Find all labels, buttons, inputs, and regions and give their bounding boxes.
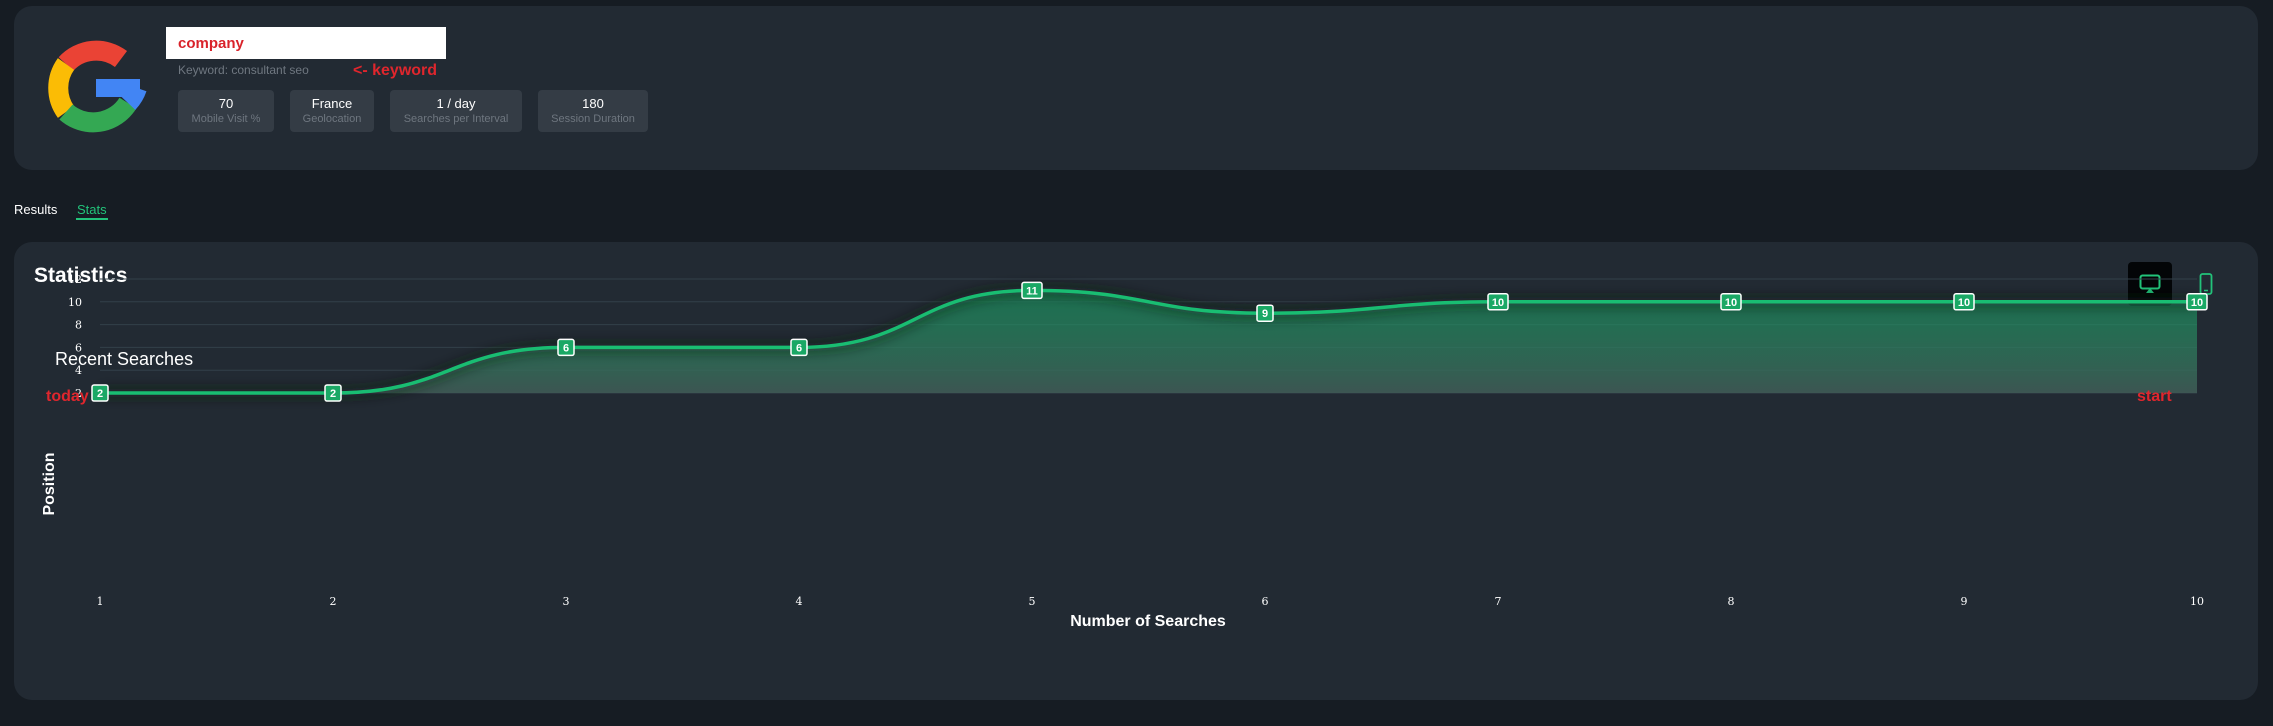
y-tick-label: 8 (75, 319, 82, 332)
google-logo-icon (44, 36, 148, 140)
x-tick-label: 10 (2190, 595, 2204, 608)
x-tick-label: 9 (1961, 595, 1968, 608)
metric-label: Mobile Visit % (191, 113, 261, 125)
keyword-annotation: <- keyword (353, 62, 438, 79)
metric-session-duration: 180 Session Duration (538, 90, 648, 132)
metric-geolocation: France Geolocation (290, 90, 374, 132)
chart-title: Recent Searches (55, 349, 194, 369)
svg-text:6: 6 (796, 342, 802, 354)
y-tick-label: 10 (68, 296, 82, 309)
tab-stats[interactable]: Stats (77, 202, 107, 217)
metric-label: Searches per Interval (403, 113, 509, 125)
metric-value: 70 (218, 96, 234, 111)
x-tick-label: 6 (1262, 595, 1269, 608)
company-value: company (178, 34, 244, 52)
keyword-label: Keyword: consultant seo (178, 63, 309, 77)
data-label: 6 (557, 338, 575, 357)
data-label: 11 (1021, 281, 1043, 300)
y-tick-label: 4 (75, 364, 82, 377)
svg-text:6: 6 (563, 342, 569, 354)
data-label: 2 (91, 384, 109, 402)
svg-text:10: 10 (1725, 297, 1737, 309)
data-label: 9 (1256, 304, 1274, 322)
x-tick-label: 4 (796, 595, 803, 608)
x-tick-label: 3 (563, 595, 570, 608)
data-label: 2 (324, 384, 342, 402)
active-tab-indicator (76, 218, 108, 220)
metric-label: Geolocation (302, 113, 362, 125)
metric-value: France (311, 96, 353, 111)
svg-text:10: 10 (1492, 297, 1504, 309)
svg-text:9: 9 (1262, 308, 1268, 320)
desktop-icon (2139, 274, 2161, 293)
metric-label: Session Duration (551, 113, 635, 125)
x-tick-label: 8 (1728, 595, 1735, 608)
statistics-title: Statistics (34, 264, 128, 287)
y-tick-label: 2 (75, 387, 82, 400)
data-label: 10 (1487, 293, 1509, 311)
company-field[interactable]: company (166, 27, 446, 59)
annotation-today: today (46, 388, 89, 405)
series-line (100, 288, 2197, 395)
svg-text:11: 11 (1026, 285, 1038, 297)
y-tick-label: 6 (75, 341, 82, 354)
svg-text:10: 10 (1958, 297, 1970, 309)
x-tick-label: 1 (97, 595, 104, 608)
area-fill (100, 290, 2197, 393)
svg-text:2: 2 (97, 388, 103, 400)
metric-value: 1 / day (436, 96, 476, 111)
x-tick-label: 7 (1495, 595, 1502, 608)
data-label: 10 (1720, 293, 1742, 311)
header-card: company Keyword: consultant seo <- keywo… (14, 6, 2258, 170)
svg-text:10: 10 (2191, 297, 2203, 309)
data-label: 10 (2186, 293, 2208, 311)
x-tick-label: 2 (330, 595, 337, 608)
y-tick-label: 12 (68, 273, 82, 286)
annotation-start: start (2137, 388, 2172, 405)
svg-text:2: 2 (330, 388, 336, 400)
metric-mobile-visit: 70 Mobile Visit % (178, 90, 274, 132)
tab-results[interactable]: Results (14, 202, 58, 217)
metric-searches-per-interval: 1 / day Searches per Interval (390, 90, 522, 132)
data-label: 6 (790, 338, 808, 357)
y-axis-label: Position (41, 452, 58, 515)
x-axis-label: Number of Searches (1070, 613, 1226, 630)
data-label: 10 (1953, 293, 1975, 311)
x-tick-label: 5 (1029, 595, 1036, 608)
metric-value: 180 (582, 96, 604, 111)
